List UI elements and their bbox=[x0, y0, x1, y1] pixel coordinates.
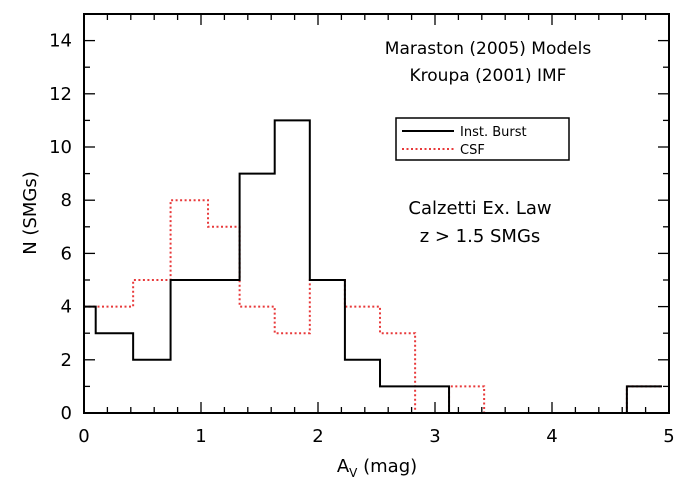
y-tick-label: 6 bbox=[61, 243, 72, 264]
x-tick-label: 2 bbox=[312, 426, 323, 447]
x-tick-label: 0 bbox=[78, 426, 89, 447]
y-tick-label: 2 bbox=[61, 350, 72, 371]
y-tick-label: 14 bbox=[49, 31, 72, 52]
x-axis-label-main: A bbox=[337, 456, 350, 477]
y-tick-label: 8 bbox=[61, 190, 72, 211]
x-tick-label: 5 bbox=[663, 426, 674, 447]
y-tick-label: 12 bbox=[49, 84, 72, 105]
legend-box bbox=[395, 117, 570, 161]
annotation-models-line2: Kroupa (2001) IMF bbox=[410, 66, 567, 86]
x-tick-label: 4 bbox=[546, 426, 557, 447]
annotation-law-line2: z > 1.5 SMGs bbox=[420, 226, 541, 247]
legend-label-inst-burst: Inst. Burst bbox=[460, 125, 527, 140]
y-tick-labels: 0 2 4 6 8 10 12 14 bbox=[49, 31, 72, 424]
y-tick-label: 4 bbox=[61, 297, 72, 318]
y-axis-label: N (SMGs) bbox=[20, 171, 41, 255]
y-tick-label: 0 bbox=[61, 403, 72, 424]
y-tick-label: 10 bbox=[49, 137, 72, 158]
annotation-law-line1: Calzetti Ex. Law bbox=[408, 198, 551, 219]
x-axis-label-unit: (mag) bbox=[357, 456, 417, 477]
x-axis-label: AV (mag) bbox=[337, 456, 417, 480]
x-tick-label: 1 bbox=[195, 426, 206, 447]
x-tick-label: 3 bbox=[429, 426, 440, 447]
x-axis-label-subscript: V bbox=[349, 466, 358, 480]
axis-ticks bbox=[83, 13, 670, 414]
legend: Inst. Burst CSF bbox=[395, 117, 570, 161]
legend-label-csf: CSF bbox=[460, 143, 485, 158]
plot-frame bbox=[83, 13, 670, 414]
series-layer bbox=[84, 119, 662, 414]
annotation-models-line1: Maraston (2005) Models bbox=[385, 39, 592, 59]
x-tick-labels: 0 1 2 3 4 5 bbox=[78, 426, 674, 447]
